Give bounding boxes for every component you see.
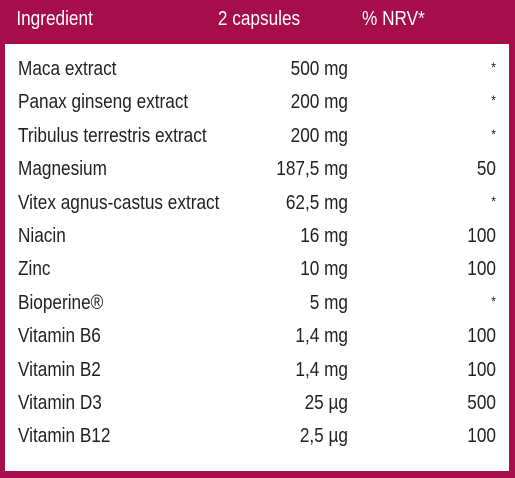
table-header: Ingredient 2 capsules % NRV* [0,0,443,44]
ingredient-cell: Vitamin D3 [18,392,102,414]
nrv-cell: 100 [467,325,496,348]
amount-cell: 2,5 µg [299,425,348,448]
ingredient-cell: Zinc [18,258,51,281]
amount-cell: 5 mg [309,291,348,314]
table-row: Maca extract 500 mg * [0,55,515,88]
amount-cell: 200 mg [290,91,348,114]
nrv-cell: 100 [467,425,496,448]
nrv-cell: * [491,292,496,309]
amount-cell: 25 µg [304,392,348,414]
amount-cell: 200 mg [290,124,348,147]
ingredient-cell: Vitex agnus-castus extract [18,191,220,214]
table-row: Vitamin B6 1,4 mg 100 [0,322,515,355]
nrv-cell: 500 [467,392,496,414]
nrv-cell: 100 [467,358,496,381]
amount-cell: 10 mg [300,258,348,281]
table-row: Magnesium 187,5 mg 50 [0,155,515,188]
table-row: Vitamin D3 25 µg 500 [0,389,515,422]
amount-cell: 16 mg [300,225,348,247]
amount-cell: 1,4 mg [295,358,348,381]
amount-cell: 500 mg [290,58,348,80]
nrv-cell: 100 [467,258,496,281]
table-row: Panax ginseng extract 200 mg * [0,88,515,121]
amount-cell: 1,4 mg [295,325,348,348]
ingredient-cell: Magnesium [18,158,107,181]
table-row: Vitex agnus-castus extract 62,5 mg * [0,189,515,222]
header-nrv: % NRV* [362,8,425,30]
nutrition-table-body [5,44,509,471]
table-row: Bioperine® 5 mg * [0,289,515,322]
table-row: Tribulus terrestris extract 200 mg * [0,122,515,155]
nrv-cell: * [491,92,496,109]
ingredient-cell: Vitamin B2 [18,358,101,381]
ingredient-cell: Tribulus terrestris extract [18,124,207,147]
ingredient-cell: Vitamin B6 [18,325,101,348]
nrv-cell: * [491,59,496,75]
ingredient-cell: Maca extract [18,58,117,80]
table-row: Zinc 10 mg 100 [0,255,515,288]
ingredient-cell: Panax ginseng extract [18,91,189,114]
header-amount: 2 capsules [217,8,301,30]
amount-cell: 62,5 mg [285,191,348,214]
nrv-cell: 50 [476,158,496,181]
nrv-cell: 100 [467,225,496,247]
header-ingredient: Ingredient [16,8,93,30]
amount-cell: 187,5 mg [276,158,348,181]
nrv-cell: * [491,192,496,209]
ingredient-cell: Vitamin B12 [18,425,111,448]
ingredient-cell: Bioperine® [18,291,104,314]
ingredient-cell: Niacin [18,225,66,247]
table-row: Vitamin B2 1,4 mg 100 [0,356,515,389]
table-row: Niacin 16 mg 100 [0,222,515,255]
table-row: Vitamin B12 2,5 µg 100 [0,422,515,455]
nrv-cell: * [491,125,496,142]
